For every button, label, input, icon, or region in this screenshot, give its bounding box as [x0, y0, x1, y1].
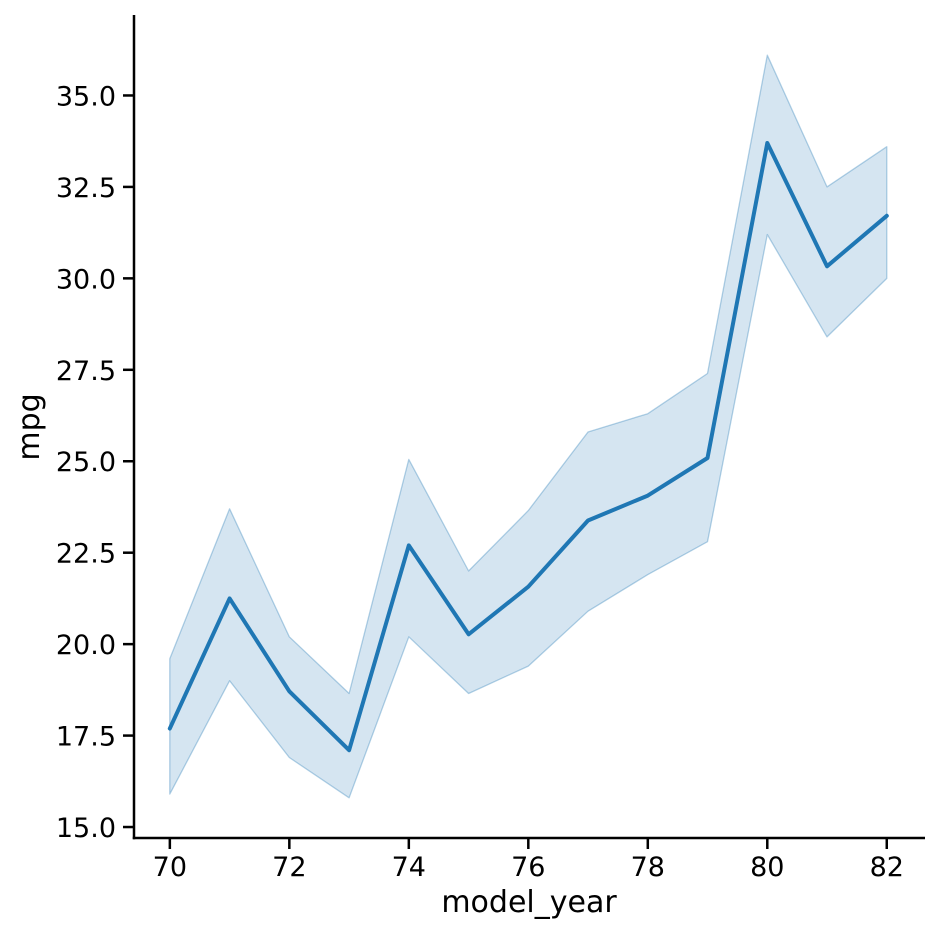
y-axis-label: mpg	[12, 393, 47, 460]
x-tick-label: 74	[392, 852, 426, 883]
x-tick-label: 82	[870, 852, 904, 883]
x-axis-label: model_year	[441, 885, 617, 920]
x-tick-label: 72	[272, 852, 306, 883]
x-tick-label: 76	[511, 852, 545, 883]
x-tick-label: 80	[750, 852, 784, 883]
y-tick-label: 20.0	[56, 630, 116, 661]
y-tick-label: 15.0	[56, 813, 116, 844]
y-tick-label: 22.5	[56, 539, 116, 570]
mean-line	[167, 141, 889, 753]
y-tick-label: 25.0	[56, 447, 116, 478]
x-tick-label: 70	[153, 852, 187, 883]
x-tick-label: 78	[631, 852, 665, 883]
y-tick-label: 30.0	[56, 264, 116, 295]
y-tick-label: 17.5	[56, 722, 116, 753]
y-tick-label: 32.5	[56, 173, 116, 204]
y-tick-label: 27.5	[56, 356, 116, 387]
y-tick-label: 35.0	[56, 81, 116, 112]
confidence-band	[169, 54, 888, 799]
